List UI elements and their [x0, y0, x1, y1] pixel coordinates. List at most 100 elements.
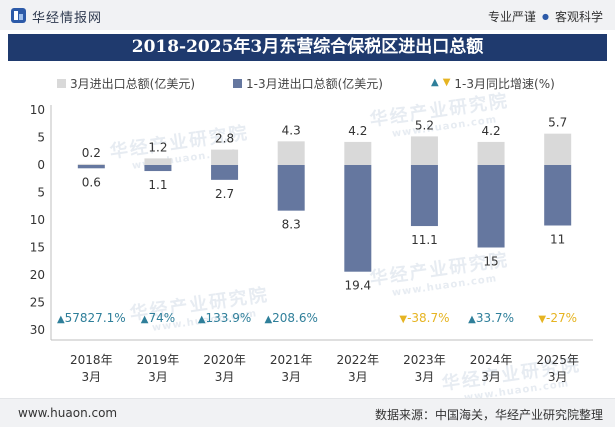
data-label-q1: 11.1	[411, 233, 438, 247]
growth-value: -38.7%	[407, 311, 449, 325]
data-label-q1: 8.3	[282, 218, 301, 232]
data-label-march: 2.8	[215, 132, 234, 146]
growth-value: 57827.1%	[65, 311, 126, 325]
footer-source: 数据来源：中国海关，华经产业研究院整理	[374, 408, 603, 422]
legend-swatch-q1	[233, 78, 242, 88]
bar-q1	[144, 165, 172, 172]
triangle-down-icon: ▼	[442, 77, 451, 88]
x-tick-label-year: 2022年	[337, 353, 380, 367]
legend-label-q1: 1-3月进出口总额(亿美元)	[246, 76, 383, 91]
x-tick-label-year: 2024年	[470, 353, 513, 367]
triangle-down-icon: ▼	[399, 314, 407, 325]
growth-value: -27%	[546, 311, 577, 325]
bar-q1	[77, 165, 105, 169]
slogan: 专业严谨 ● 客观科学	[488, 8, 603, 25]
bar-march	[410, 136, 438, 165]
chart-title: 2018-2025年3月东营综合保税区进出口总额	[8, 34, 607, 61]
bar-q1	[211, 165, 239, 180]
footer-website[interactable]: www.huaon.com	[18, 406, 118, 420]
growth-label: ▼-38.7%	[399, 311, 449, 325]
x-tick-label-month: 3月	[81, 370, 101, 384]
growth-label: ▲74%	[141, 311, 175, 325]
data-label-march: 5.7	[548, 116, 567, 130]
legend-item-march: 3月进出口总额(亿美元)	[57, 75, 195, 91]
y-tick-label: 5	[37, 131, 45, 145]
data-label-q1: 1.1	[148, 178, 167, 192]
bar-q1	[410, 165, 438, 227]
data-label-q1: 2.7	[215, 187, 234, 201]
bar-march	[477, 141, 505, 165]
x-tick-label-year: 2023年	[403, 353, 446, 367]
data-label-march: 1.2	[148, 140, 167, 154]
y-tick-label: 10	[30, 103, 45, 117]
y-tick-label: 20	[30, 268, 45, 282]
data-label-q1: 11	[550, 233, 565, 247]
legend-swatch-march	[57, 78, 66, 88]
growth-value: 208.6%	[272, 311, 318, 325]
y-tick-label: 25	[30, 296, 45, 310]
triangle-up-icon: ▲	[264, 314, 272, 325]
data-label-march: 4.2	[348, 124, 367, 138]
legend-item-q1: 1-3月进出口总额(亿美元)	[233, 75, 383, 91]
growth-value: 74%	[148, 311, 175, 325]
triangle-up-icon: ▲	[141, 314, 149, 325]
x-tick-label-month: 3月	[215, 370, 235, 384]
growth-label: ▼-27%	[538, 311, 577, 325]
data-label-march: 0.2	[82, 146, 101, 160]
data-label-q1: 19.4	[344, 279, 371, 293]
legend-label-growth: 1-3月同比增速(%)	[454, 76, 555, 91]
slogan-left: 专业严谨	[487, 10, 536, 24]
footer: www.huaon.com 数据来源：中国海关，华经产业研究院整理	[0, 398, 615, 427]
bar-march	[277, 141, 305, 165]
slogan-right: 客观科学	[554, 10, 603, 24]
x-tick-label-month: 3月	[415, 370, 435, 384]
y-tick-label: 30	[30, 323, 45, 337]
chart-plot: 1050510152025300.20.6▲57827.1%2018年3月1.2…	[30, 103, 593, 384]
bar-march	[544, 133, 572, 165]
y-tick-label: 5	[37, 186, 45, 200]
growth-value: 33.7%	[476, 311, 514, 325]
x-tick-label-month: 3月	[281, 370, 301, 384]
logo-icon[interactable]	[11, 8, 26, 23]
x-tick-label-month: 3月	[548, 370, 568, 384]
data-label-march: 4.3	[282, 123, 301, 137]
x-tick-label-year: 2020年	[203, 353, 246, 367]
data-label-q1: 0.6	[82, 175, 101, 189]
top-header: 华经情报网 专业严谨 ● 客观科学	[0, 0, 615, 30]
triangle-down-icon: ▼	[538, 314, 546, 325]
triangle-up-icon: ▲	[431, 77, 439, 88]
bar-q1	[477, 165, 505, 248]
bar-march	[344, 141, 372, 165]
bar-q1	[344, 165, 372, 272]
y-tick-label: 10	[30, 213, 45, 227]
legend-label-march: 3月进出口总额(亿美元)	[70, 76, 195, 91]
x-tick-label-month: 3月	[348, 370, 368, 384]
x-tick-label-year: 2025年	[536, 353, 579, 367]
growth-value: 133.9%	[206, 311, 252, 325]
bar-march	[211, 149, 239, 165]
x-tick-label-year: 2019年	[137, 353, 180, 367]
slogan-dot-icon: ●	[542, 12, 549, 21]
bar-march	[77, 163, 105, 165]
bar-q1	[277, 165, 305, 211]
legend-item-growth: ▲ ▼ 1-3月同比增速(%)	[431, 75, 555, 91]
data-label-march: 5.2	[415, 118, 434, 132]
triangle-up-icon: ▲	[57, 314, 65, 325]
y-tick-label: 0	[37, 158, 45, 172]
growth-label: ▲208.6%	[264, 311, 317, 325]
data-label-q1: 15	[483, 255, 498, 269]
growth-label: ▲133.9%	[198, 311, 251, 325]
triangle-up-icon: ▲	[198, 314, 206, 325]
logo-text[interactable]: 华经情报网	[32, 11, 103, 26]
data-label-march: 4.2	[482, 124, 501, 138]
growth-label: ▲33.7%	[468, 311, 514, 325]
x-tick-label-month: 3月	[148, 370, 168, 384]
y-tick-label: 15	[30, 241, 45, 255]
x-tick-label-year: 2018年	[70, 353, 113, 367]
growth-label: ▲57827.1%	[57, 311, 126, 325]
x-tick-label-year: 2021年	[270, 353, 313, 367]
triangle-up-icon: ▲	[468, 314, 476, 325]
x-tick-label-month: 3月	[481, 370, 501, 384]
bar-march	[144, 158, 172, 165]
bar-q1	[544, 165, 572, 226]
